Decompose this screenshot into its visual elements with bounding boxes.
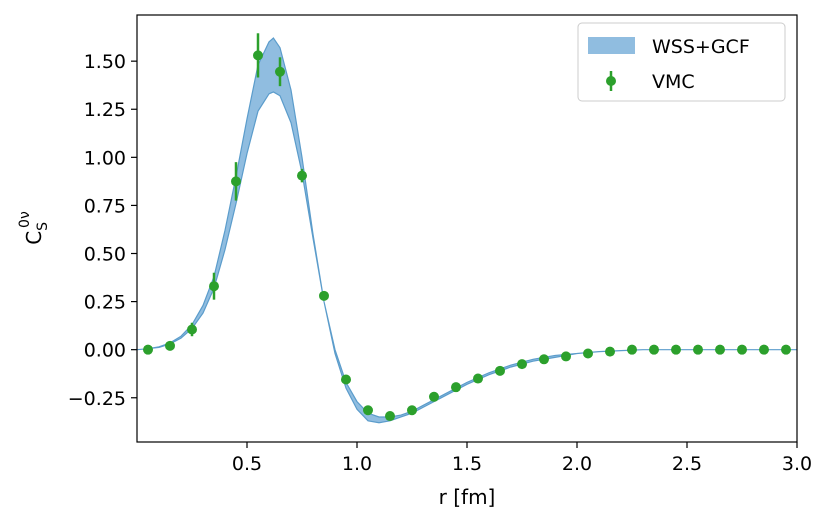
vmc-data-point bbox=[407, 405, 417, 416]
vmc-data-point bbox=[429, 391, 439, 402]
wss-gcf-band bbox=[136, 37, 797, 424]
vmc-data-point bbox=[143, 344, 153, 355]
vmc-data-point bbox=[737, 344, 747, 355]
x-tick-label: 3.0 bbox=[782, 453, 812, 475]
vmc-points bbox=[143, 33, 791, 422]
y-axis-label-base: C bbox=[22, 231, 46, 245]
y-tick-label: 0.00 bbox=[84, 340, 126, 362]
vmc-data-point bbox=[495, 365, 505, 376]
vmc-data-point bbox=[209, 281, 219, 292]
vmc-data-point bbox=[759, 344, 769, 355]
x-tick-label: 1.5 bbox=[452, 453, 482, 475]
x-tick-label: 2.0 bbox=[562, 453, 592, 475]
legend-band-swatch bbox=[588, 37, 635, 54]
y-axis-label-sub: S bbox=[35, 222, 51, 231]
y-tick-label: −0.25 bbox=[68, 388, 126, 410]
legend: WSS+GCF VMC bbox=[577, 22, 786, 102]
x-tick-label: 0.5 bbox=[232, 453, 262, 475]
y-tick-label: 1.00 bbox=[84, 147, 126, 169]
vmc-data-point bbox=[187, 324, 197, 335]
vmc-data-point bbox=[341, 374, 351, 385]
y-axis-label: CS0ν bbox=[17, 211, 51, 245]
legend-label-vmc: VMC bbox=[652, 71, 695, 93]
vmc-data-point bbox=[517, 359, 527, 370]
vmc-data-point bbox=[363, 405, 373, 416]
vmc-data-point bbox=[693, 344, 703, 355]
vmc-data-point bbox=[561, 351, 571, 362]
vmc-data-point bbox=[605, 346, 615, 357]
vmc-data-point bbox=[231, 176, 241, 187]
vmc-data-point bbox=[473, 373, 483, 384]
x-tick-label: 1.0 bbox=[342, 453, 372, 475]
y-tick-label: 0.75 bbox=[84, 195, 126, 217]
vmc-data-point bbox=[539, 354, 549, 365]
x-axis-label: r [fm] bbox=[439, 485, 496, 509]
y-axis-label-sup: 0ν bbox=[17, 211, 33, 228]
vmc-data-point bbox=[165, 340, 175, 351]
x-axis-ticks: 0.5 1.0 1.5 2.0 2.5 3.0 bbox=[232, 442, 812, 475]
y-tick-label: 0.50 bbox=[84, 244, 126, 266]
legend-vmc-marker bbox=[606, 76, 616, 86]
vmc-data-point bbox=[649, 344, 659, 355]
vmc-data-point bbox=[297, 170, 307, 181]
vmc-data-point bbox=[319, 290, 329, 301]
y-tick-label: 1.50 bbox=[84, 51, 126, 73]
svg-text:CS0ν: CS0ν bbox=[17, 211, 51, 245]
legend-label-wss-gcf: WSS+GCF bbox=[652, 36, 750, 58]
y-axis-ticks: −0.25 0.00 0.25 0.50 0.75 1.00 1.25 1.50 bbox=[68, 51, 137, 410]
vmc-data-point bbox=[385, 411, 395, 422]
vmc-data-point bbox=[583, 348, 593, 359]
y-tick-label: 0.25 bbox=[84, 292, 126, 314]
vmc-data-point bbox=[253, 50, 263, 61]
vmc-data-point bbox=[627, 344, 637, 355]
x-tick-label: 2.5 bbox=[672, 453, 702, 475]
vmc-data-point bbox=[275, 66, 285, 77]
vmc-data-point bbox=[451, 382, 461, 393]
y-tick-label: 1.25 bbox=[84, 99, 126, 121]
vmc-data-point bbox=[671, 344, 681, 355]
vmc-data-point bbox=[781, 344, 791, 355]
vmc-data-point bbox=[715, 344, 725, 355]
